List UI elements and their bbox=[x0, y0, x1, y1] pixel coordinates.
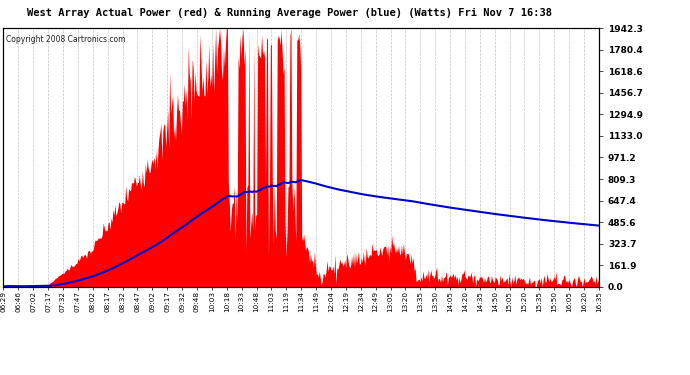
Text: West Array Actual Power (red) & Running Average Power (blue) (Watts) Fri Nov 7 1: West Array Actual Power (red) & Running … bbox=[28, 8, 552, 18]
Text: Copyright 2008 Cartronics.com: Copyright 2008 Cartronics.com bbox=[6, 34, 126, 44]
